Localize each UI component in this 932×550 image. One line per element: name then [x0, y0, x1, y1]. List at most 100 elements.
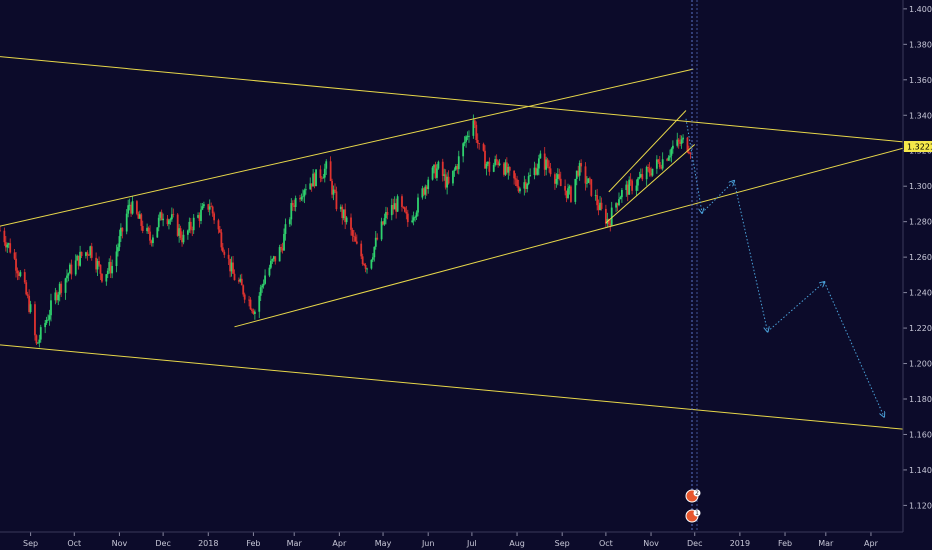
candle-body	[152, 237, 154, 244]
candle-body	[109, 262, 112, 274]
candle-body	[70, 264, 73, 275]
candle-body	[79, 251, 82, 266]
x-tick-label: Nov	[112, 539, 128, 548]
candle-body	[189, 221, 192, 230]
candle-body	[405, 211, 408, 214]
candle-body	[462, 143, 465, 157]
candle-body	[488, 161, 491, 172]
candle-body	[513, 170, 516, 179]
candle-body	[181, 237, 183, 243]
candle-body	[505, 162, 508, 173]
candle-body	[200, 209, 202, 221]
candle-body	[466, 136, 469, 138]
candle-body	[309, 183, 312, 190]
candle-body	[253, 311, 256, 314]
y-axis-area	[903, 0, 932, 550]
candle-body	[457, 156, 460, 170]
candle-body	[433, 164, 435, 168]
candle-body	[555, 178, 558, 184]
candle-body	[274, 256, 277, 262]
candle-body	[688, 151, 690, 154]
trendlines	[0, 56, 904, 430]
candle-body	[666, 159, 668, 161]
candle-body	[412, 217, 415, 221]
candle-body	[615, 203, 617, 208]
candle-body	[392, 204, 395, 210]
candle-body	[118, 236, 121, 248]
candle-body	[648, 168, 651, 174]
x-axis[interactable]: Sep Oct Nov Dec 2018 Feb Mar Apr May Jun Jul Aug Sep…	[0, 531, 903, 548]
candle-body	[130, 204, 132, 214]
x-tick-label: Oct	[599, 539, 613, 548]
current-price-label: 1.32218	[907, 143, 932, 152]
candle-body	[600, 202, 603, 209]
candle-body	[417, 197, 419, 213]
candle-body	[386, 211, 389, 216]
candle-body	[54, 292, 57, 301]
candle-body	[536, 168, 539, 175]
candle-body	[689, 153, 692, 155]
candle-body	[80, 251, 83, 256]
candle-body	[476, 140, 479, 144]
candle-body	[590, 179, 593, 196]
candle-body	[645, 167, 648, 180]
event-badges[interactable]: 21	[685, 489, 701, 523]
candle-body	[9, 243, 12, 253]
candle-body	[621, 189, 623, 198]
candle-body	[229, 258, 232, 272]
candle-body	[385, 211, 387, 219]
current-price-tag: 1.32218	[904, 141, 932, 152]
candle-body	[38, 339, 41, 343]
candle-body	[86, 252, 89, 256]
candle-body	[160, 212, 163, 221]
candle-body	[516, 179, 518, 187]
candle-body	[281, 248, 284, 251]
candle-body	[87, 255, 90, 256]
x-tick-label: Mar	[287, 539, 303, 548]
candle-body	[495, 159, 498, 162]
candle-body	[436, 168, 438, 178]
candle-body	[437, 161, 440, 169]
candle-body	[0, 230, 1, 232]
candle-body	[280, 247, 282, 249]
candle-body	[170, 214, 173, 220]
candle-body	[26, 294, 29, 296]
candle-body	[302, 196, 304, 198]
candle-body	[69, 264, 71, 274]
candle-body	[578, 163, 581, 176]
candle-body	[682, 137, 684, 140]
candle-body	[366, 268, 368, 270]
trendline	[605, 144, 696, 224]
candle-body	[393, 203, 396, 210]
y-tick-label: 1.38000	[909, 40, 932, 49]
candle-body	[294, 198, 297, 207]
candle-body	[239, 278, 242, 282]
candle-body	[478, 143, 481, 145]
candle-body	[60, 283, 63, 293]
y-axis[interactable]: 1.400001.380001.360001.340001.320001.300…	[902, 0, 932, 532]
candle-body	[463, 141, 466, 144]
trendline	[0, 344, 904, 430]
candle-body	[484, 150, 486, 169]
candle-body	[85, 252, 87, 256]
candle-body	[543, 153, 546, 170]
candle-body	[169, 219, 172, 221]
x-tick-label: Aug	[509, 539, 525, 548]
current-price-tag-box	[904, 141, 932, 152]
candle-body	[680, 139, 683, 144]
candle-body	[111, 266, 114, 274]
candle-body	[475, 124, 478, 141]
candle-body	[36, 342, 39, 344]
candle-body	[635, 185, 638, 191]
candle-body	[686, 137, 689, 152]
candle-body	[131, 201, 134, 214]
event-badge[interactable]: 2	[685, 489, 701, 503]
candle-body	[537, 158, 540, 169]
event-badge[interactable]: 1	[685, 509, 701, 523]
candle-body	[315, 169, 317, 187]
candle-body	[558, 174, 561, 179]
candle-body	[278, 247, 281, 262]
candle-body	[639, 174, 642, 177]
candle-body	[201, 206, 204, 210]
